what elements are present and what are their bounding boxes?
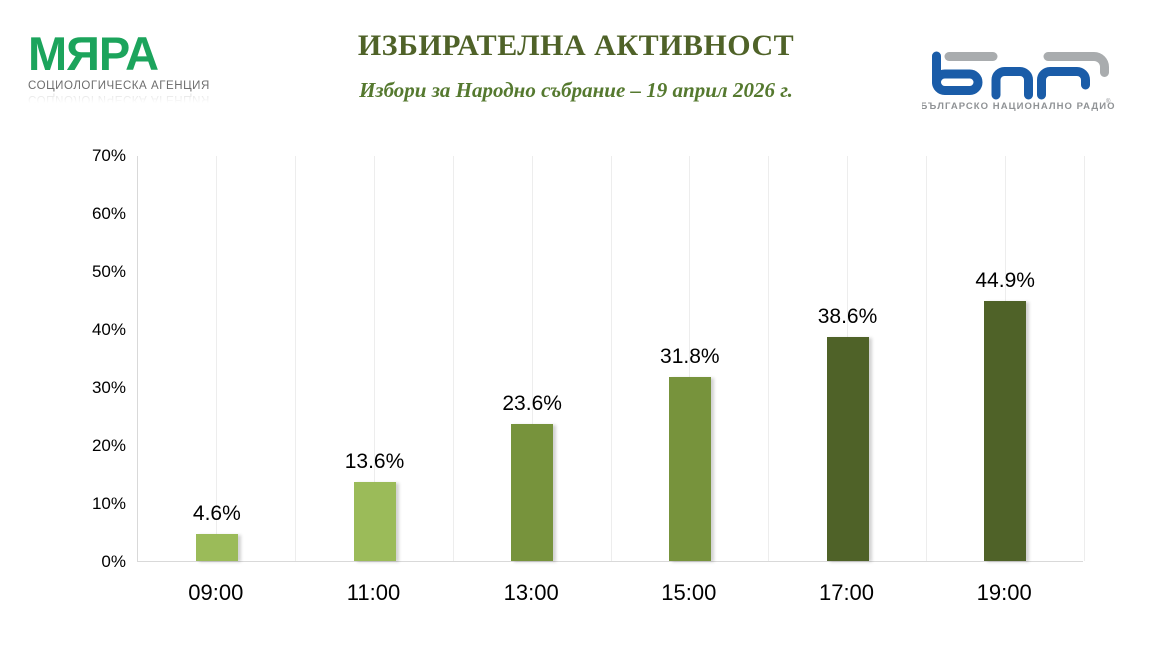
y-tick-label: 40% — [91, 320, 126, 339]
bnr-logo: БЪЛГАРСКО НАЦИОНАЛНО РАДИО ® — [922, 51, 1116, 112]
vertical-gridline — [689, 156, 691, 561]
y-tick-label: 0% — [101, 552, 126, 571]
bar-13:00 — [511, 424, 554, 561]
vertical-gridline — [295, 156, 297, 561]
bnr-gray-hook-icon — [1043, 52, 1109, 77]
myara-logo-text: МЯРА — [28, 27, 159, 80]
vertical-gridline — [216, 156, 218, 561]
myara-logo: МЯРА СОЦИОЛОГИЧЕСКА АГЕНЦИЯ СОЦИОЛОГИЧЕС… — [28, 27, 228, 106]
vertical-gridline — [531, 156, 533, 561]
bar-value-label: 4.6% — [192, 502, 241, 526]
vertical-gridline — [452, 156, 454, 561]
x-tick-label: 19:00 — [976, 580, 1032, 605]
bar-value-label: 38.6% — [817, 305, 878, 329]
page-subtitle: Избори за Народно събрание – 19 април 20… — [359, 78, 793, 102]
bar-value-label: 44.9% — [975, 268, 1035, 292]
bar-value-label: 23.6% — [502, 392, 562, 416]
vertical-gridline — [1083, 156, 1085, 561]
vertical-gridline — [610, 156, 612, 561]
myara-logo-reflection: СОЦИОЛОГИЧЕСКА АГЕНЦИЯ — [28, 93, 210, 105]
bar-17:00 — [826, 337, 869, 561]
y-tick-label: 70% — [91, 146, 126, 165]
y-tick-label: 50% — [91, 262, 126, 281]
bar-09:00 — [195, 534, 238, 561]
bnr-registered-mark: ® — [1106, 98, 1111, 105]
bnr-caption: БЪЛГАРСКО НАЦИОНАЛНО РАДИО — [922, 101, 1116, 112]
vertical-gridline — [925, 156, 927, 561]
bar-19:00 — [984, 300, 1027, 561]
x-tick-label: 09:00 — [188, 580, 244, 605]
bar-11:00 — [353, 482, 396, 561]
page-title: ИЗБИРАТЕЛНА АКТИВНОСТ — [357, 29, 795, 62]
bnr-letter-b-bowl-icon — [932, 69, 983, 95]
bnr-letter-n-icon — [991, 67, 1033, 100]
myara-logo-subtitle: СОЦИОЛОГИЧЕСКА АГЕНЦИЯ — [28, 80, 210, 92]
x-tick-label: 13:00 — [503, 580, 559, 605]
bar-value-label: 31.8% — [660, 344, 720, 368]
header-titles: ИЗБИРАТЕЛНА АКТИВНОСТ Избори за Народно … — [276, 28, 876, 103]
y-tick-label: 60% — [91, 204, 126, 223]
y-tick-label: 20% — [91, 436, 126, 455]
x-tick-label: 17:00 — [818, 580, 875, 605]
x-tick-label: 11:00 — [346, 580, 401, 605]
y-tick-label: 10% — [91, 494, 126, 513]
vertical-gridline — [768, 156, 770, 561]
x-tick-label: 15:00 — [661, 580, 717, 605]
bar-value-label: 13.6% — [344, 450, 405, 474]
bnr-letter-r-icon — [1037, 67, 1090, 100]
plot-area: 4.6% 13.6% 23.6% 31.8% 38.6% 44.9% — [137, 156, 1085, 562]
bar-15:00 — [668, 376, 711, 561]
y-tick-label: 30% — [91, 378, 126, 397]
vertical-gridline — [374, 156, 375, 561]
